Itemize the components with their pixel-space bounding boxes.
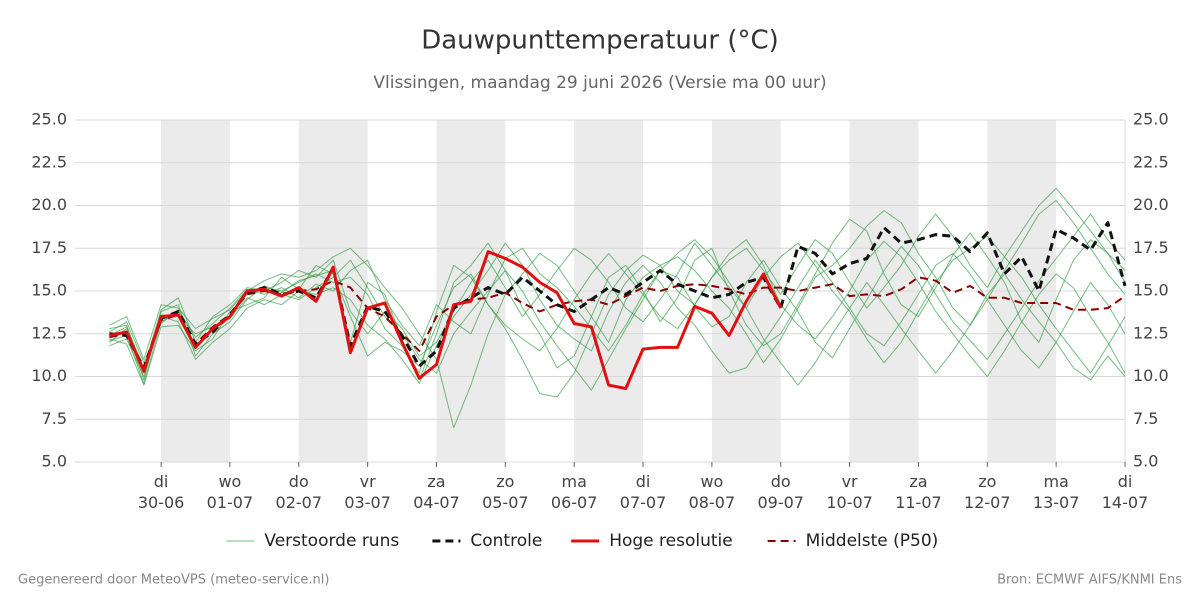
ensemble-run bbox=[109, 213, 1126, 364]
footer-right: Bron: ECMWF AIFS/KNMI Ens bbox=[997, 573, 1182, 588]
y-tick-label: 25.0 bbox=[31, 110, 67, 129]
chart-subtitle: Vlissingen, maandag 29 juni 2026 (Versie… bbox=[373, 73, 826, 93]
x-tick-label: vr 03-07 bbox=[344, 472, 391, 512]
y-tick-label: 5.0 bbox=[42, 452, 67, 471]
x-tick-label: ma 06-07 bbox=[551, 472, 598, 512]
footer-left: Gegenereerd door MeteoVPS (meteo-service… bbox=[18, 573, 329, 588]
legend-label: Middelste (P50) bbox=[806, 531, 939, 551]
x-tick-label: ma 13-07 bbox=[1033, 472, 1080, 512]
y2-tick-label: 10.0 bbox=[1133, 366, 1169, 385]
y-tick-label: 22.5 bbox=[31, 152, 67, 171]
y2-tick-label: 5.0 bbox=[1133, 452, 1158, 471]
y2-tick-label: 22.5 bbox=[1133, 152, 1169, 171]
ensemble-run bbox=[109, 199, 1126, 429]
x-tick-label: za 04-07 bbox=[413, 472, 460, 512]
y2-tick-label: 25.0 bbox=[1133, 110, 1169, 129]
x-tick-label: di 14-07 bbox=[1102, 472, 1149, 512]
y2-tick-label: 15.0 bbox=[1133, 281, 1169, 300]
y2-tick-label: 17.5 bbox=[1133, 238, 1169, 257]
legend-label: Verstoorde runs bbox=[264, 531, 399, 551]
x-tick-label: do 02-07 bbox=[276, 472, 323, 512]
y-tick-label: 20.0 bbox=[31, 195, 67, 214]
legend-label: Controle bbox=[470, 531, 542, 551]
x-tick-label: wo 01-07 bbox=[207, 472, 254, 512]
x-tick-label: vr 10-07 bbox=[826, 472, 873, 512]
x-tick-label: di 07-07 bbox=[620, 472, 667, 512]
y-tick-label: 15.0 bbox=[31, 281, 67, 300]
x-tick-label: wo 08-07 bbox=[689, 472, 736, 512]
y2-tick-label: 7.5 bbox=[1133, 409, 1158, 428]
ensemble-run bbox=[109, 187, 1126, 384]
series-line bbox=[109, 250, 783, 390]
legend-label: Hoge resolutie bbox=[609, 531, 733, 551]
x-tick-label: zo 12-07 bbox=[964, 472, 1011, 512]
chart-title: Dauwpunttemperatuur (°C) bbox=[421, 26, 779, 56]
y2-tick-label: 12.5 bbox=[1133, 323, 1169, 342]
x-tick-label: zo 05-07 bbox=[482, 472, 529, 512]
y-tick-label: 10.0 bbox=[31, 366, 67, 385]
series-line bbox=[109, 221, 1127, 370]
ensemble-run bbox=[109, 239, 1126, 398]
ensemble-run bbox=[109, 218, 1126, 381]
ensemble-run bbox=[109, 235, 1126, 374]
y-tick-label: 17.5 bbox=[31, 238, 67, 257]
y-tick-label: 7.5 bbox=[42, 409, 67, 428]
y-tick-label: 12.5 bbox=[31, 323, 67, 342]
x-tick-label: za 11-07 bbox=[895, 472, 942, 512]
x-tick-label: di 30-06 bbox=[138, 472, 185, 512]
ensemble-run bbox=[109, 242, 1126, 384]
y2-tick-label: 20.0 bbox=[1133, 195, 1169, 214]
x-tick-label: do 09-07 bbox=[757, 472, 804, 512]
